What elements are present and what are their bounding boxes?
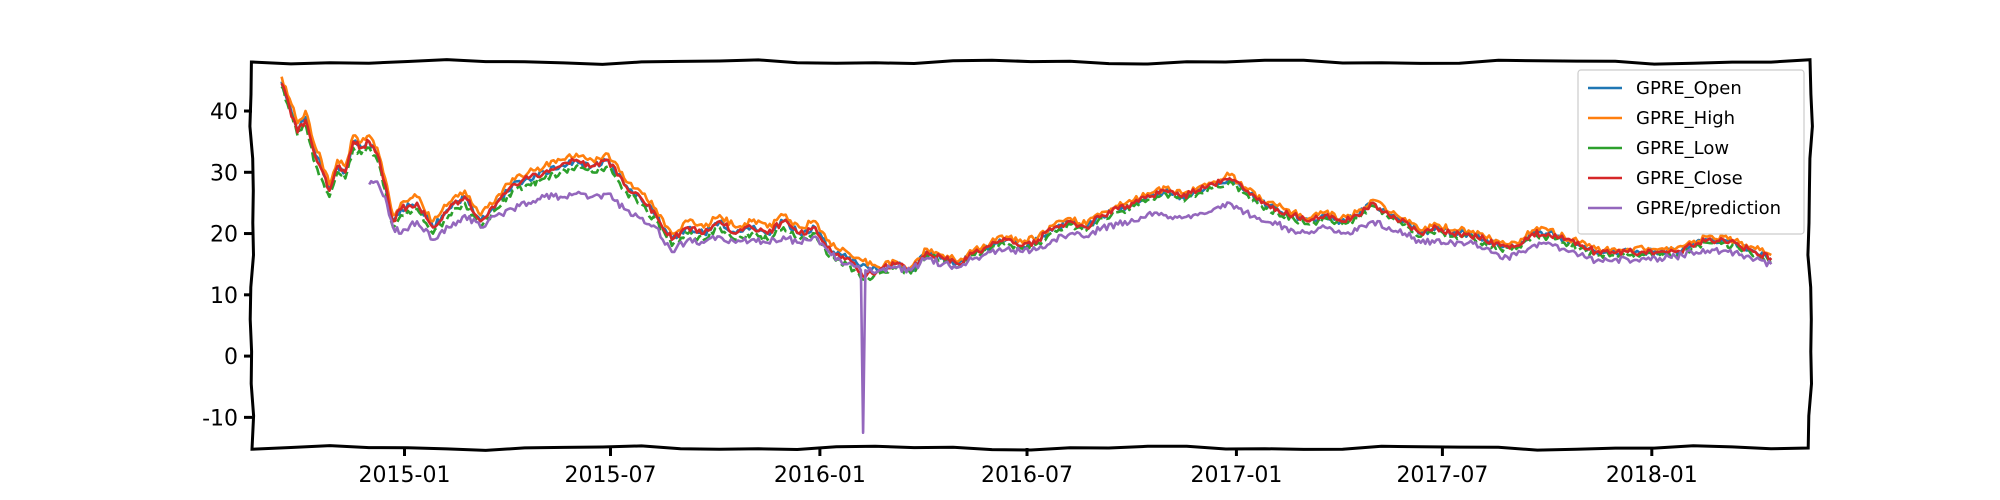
x-tick-label: 2016-07	[981, 463, 1073, 488]
plot-frame	[248, 58, 1814, 452]
y-tick-label: 40	[210, 100, 238, 125]
x-tick-label: 2015-01	[359, 463, 451, 488]
legend-label: GPRE_Close	[1636, 168, 1743, 189]
legend-label: GPRE_Open	[1636, 78, 1742, 99]
x-tick-label: 2016-01	[774, 463, 866, 488]
y-tick-label: 30	[210, 161, 238, 186]
legend-label: GPRE_High	[1636, 108, 1735, 129]
series-line-gpre-close	[280, 82, 1773, 279]
series-layer	[280, 76, 1773, 434]
series-line-gpre-prediction	[368, 179, 1773, 434]
x-tick-label: 2017-01	[1190, 463, 1282, 488]
legend-label: GPRE/prediction	[1636, 198, 1781, 219]
y-tick-label: 0	[224, 345, 238, 370]
legend-label: GPRE_Low	[1636, 138, 1729, 159]
legend-box	[1577, 69, 1805, 235]
x-axis: 2015-01 2015-07 2016-01 2016-07 2017-01 2017-…	[359, 448, 1698, 488]
y-tick-label: -10	[202, 406, 238, 431]
x-tick-label: 2015-07	[565, 463, 657, 488]
y-tick-label: 20	[210, 223, 238, 248]
x-tick-label: 2018-01	[1606, 463, 1698, 488]
x-tick-label: 2017-07	[1396, 463, 1488, 488]
plot-area: 40 30 20 10 0 -10 2015-01 2015-07 2016-01 2016-0…	[202, 58, 1814, 488]
y-tick-label: 10	[210, 284, 238, 309]
legend: GPRE_Open GPRE_High GPRE_Low GPRE_Close GPRE…	[1577, 69, 1805, 235]
y-axis: 40 30 20 10 0 -10	[202, 100, 252, 431]
series-line-gpre-high	[280, 76, 1772, 271]
